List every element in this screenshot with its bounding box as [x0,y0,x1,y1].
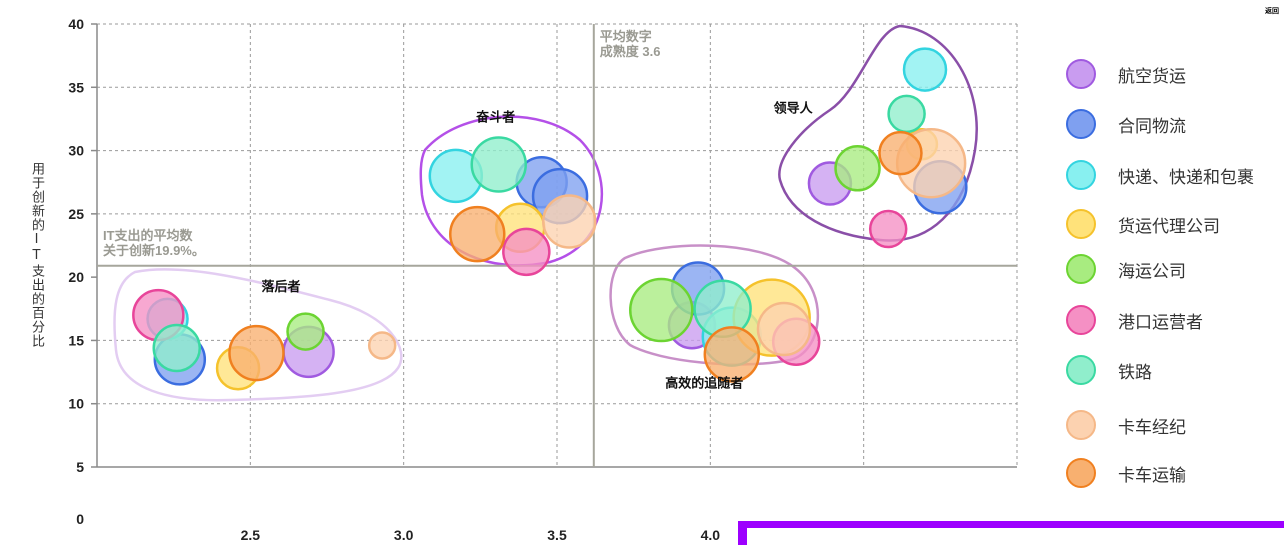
bubble-point[interactable] [542,194,597,249]
legend-item[interactable]: 港口运营者 [1066,303,1203,337]
quadrant-label: 高效的追随者 [665,375,743,390]
legend-item[interactable]: 卡车运输 [1066,456,1186,490]
legend-swatch [1066,410,1096,440]
cluster-outline-leaders [778,24,978,242]
legend-label: 卡车经纪 [1118,417,1186,438]
legend-swatch [1066,160,1096,190]
bubble-point[interactable] [502,227,551,277]
bubble-point[interactable] [902,47,948,92]
average-it-spend-label-line1: IT支出的平均数 [103,228,194,243]
legend-label: 港口运营者 [1118,312,1203,333]
legend-label: 航空货运 [1118,66,1186,87]
legend-label: 快递、快递和包裹 [1118,167,1254,188]
y-tick-label: 5 [76,459,84,475]
bubble-point[interactable] [878,130,923,176]
legend-label: 合同物流 [1118,116,1186,137]
legend-label: 货运代理公司 [1118,216,1220,237]
accent-bar-vertical [738,521,747,545]
bubble-point[interactable] [152,323,201,373]
y-tick-label: 15 [68,332,84,348]
y-tick-label: 20 [68,269,84,285]
cluster-outline-strivers [419,115,604,267]
legend-swatch [1066,458,1096,488]
legend-label: 铁路 [1118,362,1152,383]
grid-lines [97,23,1018,467]
average-maturity-label-line1: 平均数字 [600,29,652,44]
corner-text[interactable]: 返回 [1265,7,1279,15]
bubble-chart: 平均数字 成熟度 3.6 IT支出的平均数 关于创新19.9%。 奋斗者 领导人落… [68,16,1018,543]
average-it-spend-label-line2: 关于创新19.9%。 [103,243,205,258]
legend-item[interactable]: 海运公司 [1066,252,1186,286]
y-tick-label: 35 [68,79,84,95]
legend-label: 卡车运输 [1118,465,1186,486]
bubbles [132,47,968,391]
cluster-outline-laggards [113,268,403,402]
x-tick-label: 3.5 [547,527,567,543]
y-tick-label: 40 [68,16,84,32]
y-axis-label: 用于创新的IT支出的百分比 [29,162,44,348]
bubble-point[interactable] [286,312,325,351]
bubble-point[interactable] [228,324,285,382]
bubble-point[interactable] [470,136,527,193]
x-tick-label: 4.0 [701,527,721,543]
bubble-point[interactable] [367,331,397,360]
legend-item[interactable]: 快递、快递和包裹 [1066,158,1254,192]
legend: 航空货运合同物流快递、快递和包裹 货运代理公司 海运公司港口运营者铁路卡车经纪卡车运… [1066,0,1284,545]
quadrant-label: 领导人 [774,101,814,116]
legend-swatch [1066,305,1096,335]
legend-item[interactable]: 航空货运 [1066,57,1186,91]
y-tick-label: 10 [68,396,84,412]
legend-swatch [1066,59,1096,89]
bubble-point[interactable] [449,205,506,263]
legend-item[interactable]: 货运代理公司 [1066,207,1220,241]
bubble-point[interactable] [756,301,812,357]
y-tick-label: 30 [68,143,84,159]
legend-item[interactable]: 合同物流 [1066,107,1186,141]
accent-bar [738,521,1284,545]
legend-swatch [1066,109,1096,139]
quadrant-label: 奋斗者 [475,109,515,124]
zero-label: 0 [76,511,84,527]
legend-item[interactable]: 铁路 [1066,353,1152,387]
tick-labels: 40 35 30 25 20 15 10 5 0 2.5 3.0 3.5 4.0 [68,16,720,543]
average-lines: 平均数字 成熟度 3.6 IT支出的平均数 关于创新19.9%。 [97,24,1017,467]
bubble-point[interactable] [834,145,881,192]
bubble-point[interactable] [868,209,908,249]
x-tick-label: 3.0 [394,527,414,543]
legend-label: 海运公司 [1118,261,1186,282]
legend-swatch [1066,355,1096,385]
x-tick-label: 2.5 [241,527,261,543]
average-maturity-label-line2: 成熟度 3.6 [600,44,661,59]
quadrant-label: 落后者 [261,279,300,294]
accent-bar-horizontal [738,521,1284,528]
legend-swatch [1066,209,1096,239]
legend-swatch [1066,254,1096,284]
bubble-point[interactable] [887,94,926,134]
y-tick-label: 25 [68,206,84,222]
bubble-point[interactable] [629,277,694,343]
legend-item[interactable]: 卡车经纪 [1066,408,1186,442]
bubble-point[interactable] [703,326,761,383]
axes [91,23,1017,468]
